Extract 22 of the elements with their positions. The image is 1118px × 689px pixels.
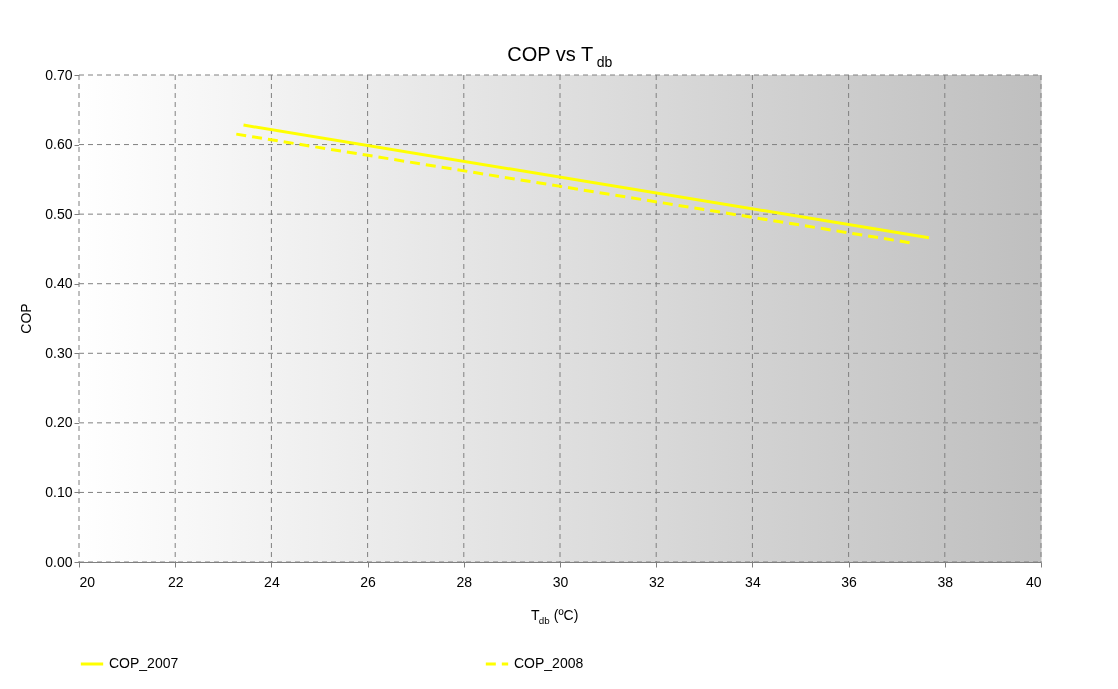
x-tick-label: 20: [79, 573, 96, 590]
y-tick-label: 0.40: [45, 275, 73, 292]
y-tick-label: 0.70: [45, 66, 73, 83]
legend-label: COP_2007: [109, 655, 179, 671]
x-tick-label: 26: [360, 573, 377, 590]
y-tick-label: 0.30: [45, 344, 73, 361]
x-tick-label: 24: [264, 573, 280, 590]
x-tick-label: 28: [456, 573, 473, 590]
y-tick-label: 0.10: [45, 483, 73, 500]
legend-label: COP_2008: [514, 655, 584, 671]
y-tick-label: 0.20: [45, 414, 73, 431]
x-tick-label: 30: [552, 573, 569, 590]
y-tick-label: 0.60: [45, 136, 73, 153]
y-axis-title: COP: [18, 303, 34, 334]
x-tick-label: 36: [841, 573, 858, 590]
y-tick-label: 0.50: [45, 205, 73, 222]
x-tick-label: 22: [167, 573, 184, 590]
x-tick-label: 32: [648, 573, 665, 590]
x-tick-label: 40: [1025, 573, 1042, 590]
x-tick-label: 34: [745, 573, 761, 590]
y-tick-label: 0.00: [45, 553, 73, 570]
x-tick-label: 38: [937, 573, 954, 590]
